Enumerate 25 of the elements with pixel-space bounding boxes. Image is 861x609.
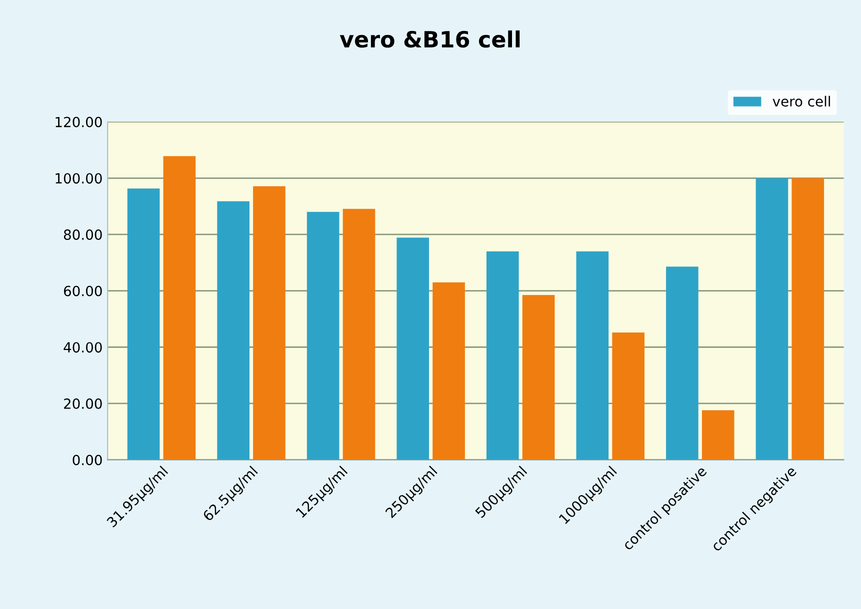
bar	[522, 295, 555, 460]
bar	[432, 282, 465, 460]
bar	[666, 266, 698, 460]
bar	[217, 201, 250, 460]
bar	[612, 332, 644, 460]
y-tick-label: 60.00	[64, 286, 102, 296]
y-tick-label: 80.00	[64, 229, 102, 240]
bar	[342, 208, 376, 460]
legend-label: vero cell	[772, 96, 830, 107]
bar	[576, 251, 609, 460]
chart-title: vero &B16 cell	[340, 30, 520, 48]
bar	[702, 410, 734, 460]
bar	[756, 178, 788, 460]
bar	[163, 156, 196, 460]
bar	[253, 186, 286, 460]
bar	[792, 178, 824, 460]
y-tick-label: 20.00	[64, 398, 102, 409]
y-tick-label: 120.00	[56, 116, 102, 128]
bar	[306, 212, 340, 460]
y-tick-label: 100.00	[56, 173, 102, 184]
y-tick-label: 40.00	[64, 342, 102, 353]
y-tick-label: 0.00	[72, 454, 102, 466]
bar	[396, 238, 430, 460]
bar	[127, 188, 160, 460]
bar	[486, 251, 519, 460]
